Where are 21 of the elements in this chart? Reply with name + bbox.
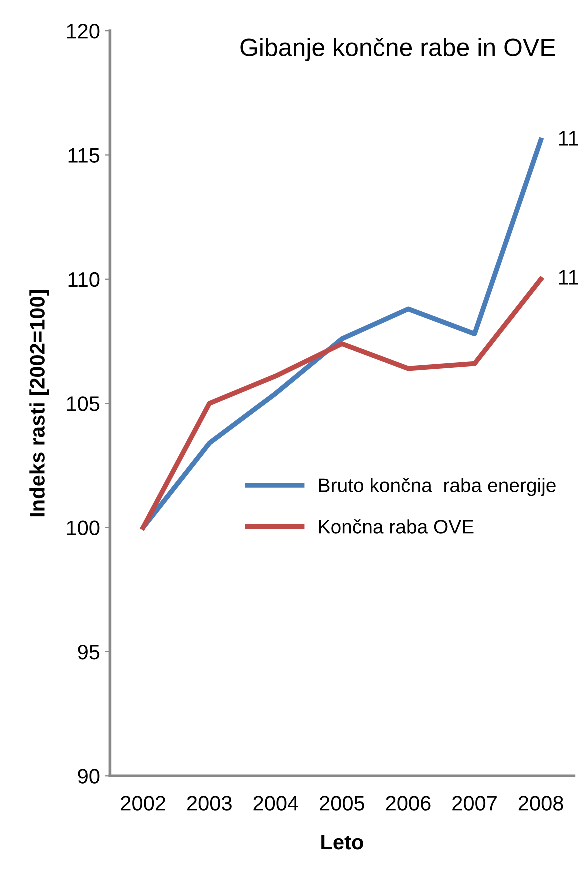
x-tick-label: 2008 (518, 796, 564, 811)
x-tick-label: 2007 (452, 796, 497, 811)
y-tick-label: 115 (68, 148, 100, 163)
y-tick-label: 105 (67, 396, 100, 412)
y-tick-label: 95 (78, 644, 100, 660)
y-axis-title: Indeks rasti [2002=100] (30, 290, 50, 517)
x-tick-label: 2004 (254, 796, 298, 811)
x-tick-label: 2006 (386, 796, 431, 811)
legend-label: Bruto končna raba energije (319, 478, 556, 496)
x-tick-label: 2003 (188, 796, 232, 811)
legend-label: Končna raba OVE (319, 520, 474, 534)
annotation: 11 (559, 131, 578, 146)
chart-title: Gibanje končne rabe in OVE (240, 38, 556, 62)
y-tick-label: 110 (68, 272, 100, 288)
y-tick-label: 120 (67, 24, 100, 39)
x-axis-title: Leto (322, 835, 364, 850)
x-tick-label: 2002 (121, 796, 166, 811)
annotation: 11 (559, 270, 578, 285)
y-tick-label: 100 (67, 520, 100, 536)
x-tick-label: 2005 (320, 796, 364, 811)
y-tick-label: 90 (78, 769, 100, 784)
